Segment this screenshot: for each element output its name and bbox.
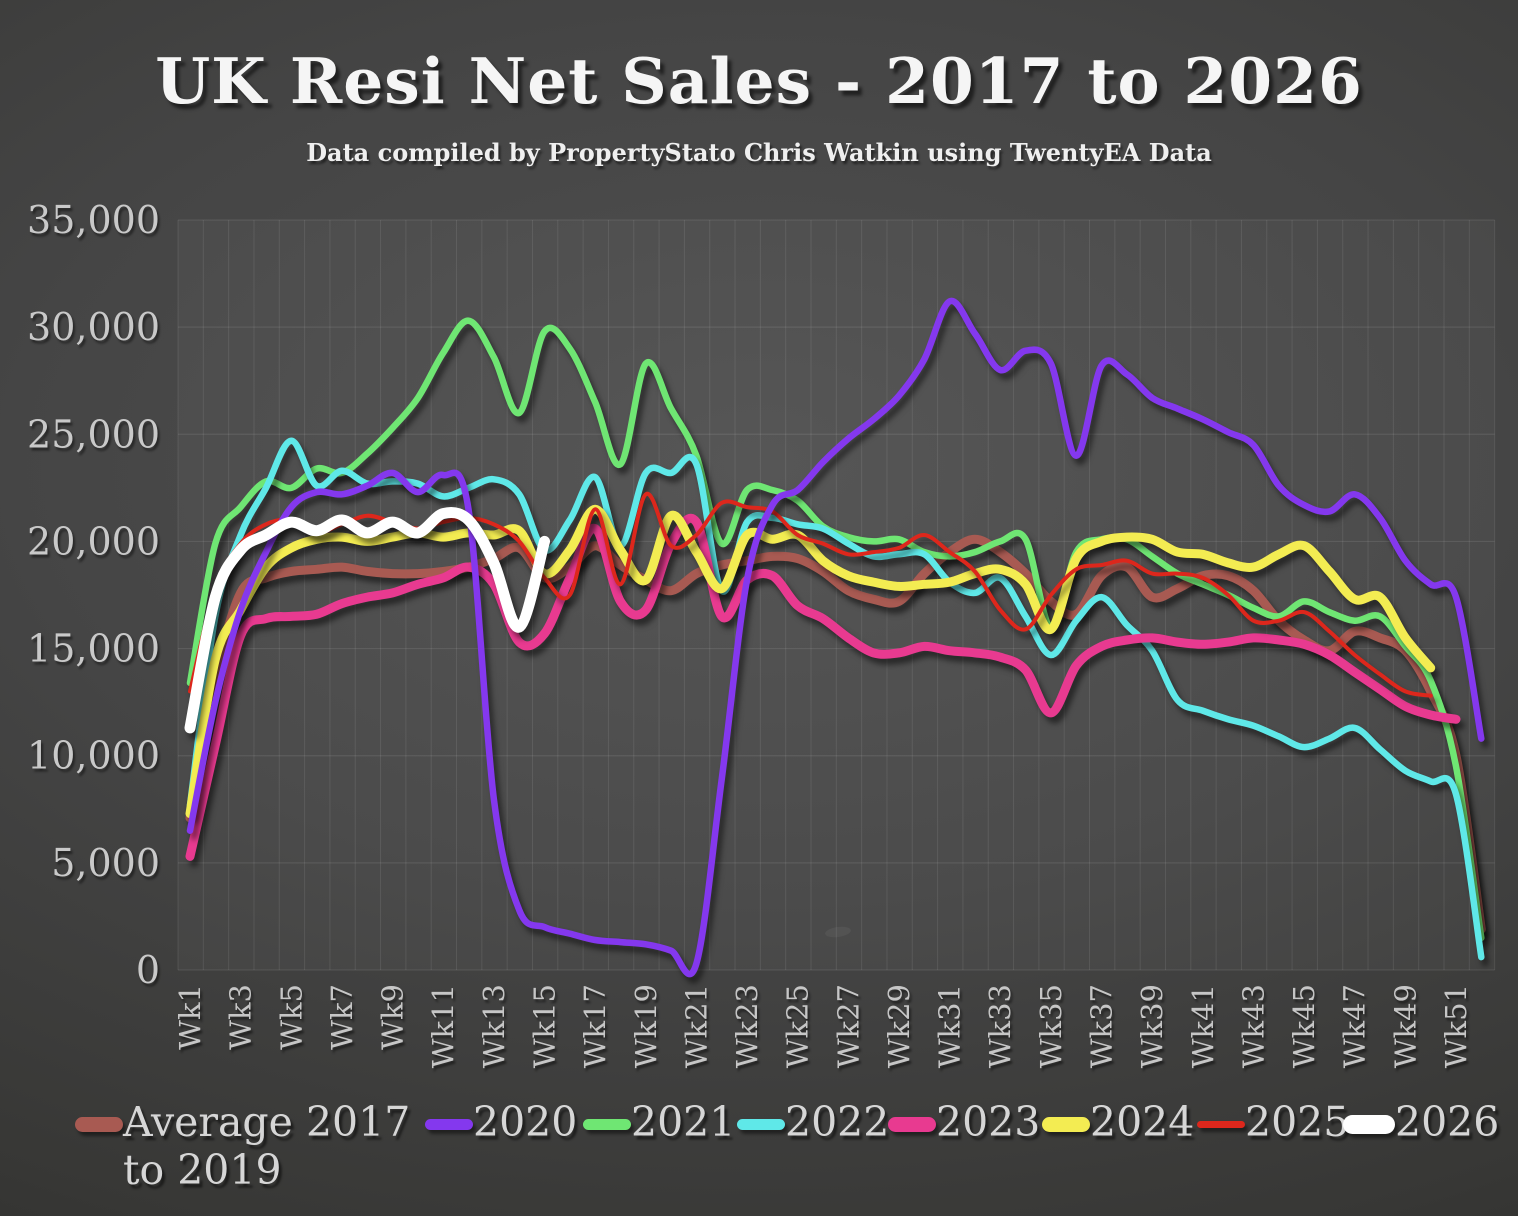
x-tick-label: Wk27 bbox=[831, 984, 865, 1068]
legend-item-2020: 2020 bbox=[425, 1098, 577, 1146]
x-tick-label: Wk31 bbox=[933, 984, 967, 1068]
x-tick-label: Wk21 bbox=[679, 984, 713, 1068]
legend-swatch-average-2017-to-2019 bbox=[75, 1116, 123, 1132]
x-tick-label: Wk47 bbox=[1338, 984, 1372, 1068]
legend-swatch-2024 bbox=[1042, 1116, 1090, 1132]
x-tick-label: Wk17 bbox=[578, 984, 612, 1068]
legend-item-2021: 2021 bbox=[583, 1098, 735, 1146]
x-tick-label: Wk15 bbox=[528, 984, 562, 1068]
legend-item-2024: 2024 bbox=[1042, 1098, 1194, 1146]
x-tick-label: Wk11 bbox=[426, 984, 460, 1068]
legend-label: 2023 bbox=[936, 1098, 1041, 1146]
x-tick-label: Wk35 bbox=[1034, 984, 1068, 1068]
series-line-2020 bbox=[186, 297, 1485, 978]
x-tick-label: Wk9 bbox=[376, 984, 410, 1050]
legend-swatch-2022 bbox=[737, 1118, 785, 1130]
legend-swatch-2026 bbox=[1343, 1114, 1395, 1134]
x-tick-label: Wk19 bbox=[629, 984, 663, 1068]
y-tick-label: 10,000 bbox=[27, 734, 160, 778]
y-axis-labels: 0 5,000 10,000 15,000 20,000 25,000 30,000 35,0… bbox=[27, 198, 160, 992]
legend-swatch-2023 bbox=[888, 1116, 936, 1132]
y-tick-label: 35,000 bbox=[27, 198, 160, 242]
x-tick-label: Wk29 bbox=[882, 984, 916, 1068]
legend-label: 2020 bbox=[473, 1098, 578, 1146]
x-tick-label: Wk5 bbox=[274, 984, 308, 1050]
series-line-2022 bbox=[186, 437, 1485, 961]
gridlines bbox=[177, 219, 1496, 971]
legend-label: 2022 bbox=[785, 1098, 890, 1146]
y-tick-label: 5,000 bbox=[51, 841, 160, 885]
smudge-artifact bbox=[825, 926, 851, 938]
legend-swatch-2021 bbox=[583, 1118, 631, 1130]
page-title: UK Resi Net Sales - 2017 to 2026 bbox=[155, 44, 1363, 118]
y-tick-label: 15,000 bbox=[27, 627, 160, 671]
x-tick-label: Wk43 bbox=[1236, 984, 1270, 1068]
page-subtitle: Data compiled by PropertyStato Chris Wat… bbox=[306, 138, 1212, 167]
x-tick-label: Wk39 bbox=[1135, 984, 1169, 1068]
legend-label: 2024 bbox=[1090, 1098, 1195, 1146]
legend-label: 2021 bbox=[631, 1098, 736, 1146]
legend-item-2023: 2023 bbox=[888, 1098, 1040, 1146]
x-tick-label: Wk13 bbox=[477, 984, 511, 1068]
legend-item-2026: 2026 bbox=[1343, 1098, 1499, 1146]
x-tick-label: Wk23 bbox=[730, 984, 764, 1068]
x-tick-label: Wk37 bbox=[1085, 984, 1119, 1068]
x-tick-label: Wk1 bbox=[173, 984, 207, 1050]
x-tick-label: Wk3 bbox=[224, 984, 258, 1050]
legend-item-2025: 2025 bbox=[1197, 1098, 1349, 1146]
x-tick-label: Wk7 bbox=[325, 984, 359, 1050]
chart-legend: Average 2017 to 2019 2020 2021 2022 2023 2024 2… bbox=[0, 1098, 1518, 1216]
legend-item-2022: 2022 bbox=[737, 1098, 889, 1146]
x-tick-label: Wk41 bbox=[1186, 984, 1220, 1068]
y-tick-label: 0 bbox=[136, 948, 160, 992]
y-tick-label: 20,000 bbox=[27, 519, 160, 563]
x-tick-label: Wk49 bbox=[1388, 984, 1422, 1068]
legend-swatch-2025 bbox=[1197, 1120, 1245, 1128]
legend-label: 2025 bbox=[1245, 1098, 1350, 1146]
series-lines bbox=[184, 297, 1486, 978]
y-tick-label: 25,000 bbox=[27, 412, 160, 456]
legend-label: Average 2017 to 2019 bbox=[123, 1098, 411, 1195]
legend-label: 2026 bbox=[1395, 1098, 1500, 1146]
legend-item-average-2017-to-2019: Average 2017 to 2019 bbox=[75, 1098, 410, 1195]
series-line-2026 bbox=[184, 506, 550, 734]
x-tick-label: Wk45 bbox=[1287, 984, 1321, 1068]
y-tick-label: 30,000 bbox=[27, 305, 160, 349]
x-axis-labels: Wk1 Wk3 Wk5 Wk7 Wk9 Wk11 Wk13 Wk15 Wk17 Wk19 Wk21 W… bbox=[173, 984, 1473, 1068]
x-tick-label: Wk25 bbox=[781, 984, 815, 1068]
legend-swatch-2020 bbox=[425, 1118, 473, 1130]
series-line-2023 bbox=[185, 513, 1461, 861]
x-tick-label: Wk51 bbox=[1439, 984, 1473, 1068]
x-tick-label: Wk33 bbox=[983, 984, 1017, 1068]
